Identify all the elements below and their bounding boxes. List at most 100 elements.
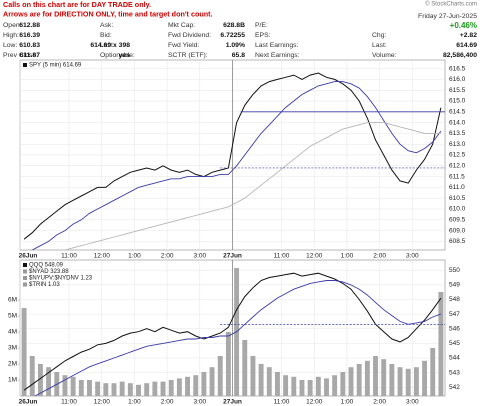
volume-bar (389, 364, 395, 396)
stat-label: Ask: (100, 22, 113, 29)
volume-bar (152, 381, 158, 396)
legend-text: SPY (5 min) 614.69 (29, 63, 82, 69)
y-tick-label: 612.5 (449, 152, 466, 159)
y-tick-label: 547 (449, 311, 460, 318)
volume-bar (250, 356, 256, 396)
volume-bar (225, 332, 231, 396)
y-tick-label: 616.5 (449, 65, 466, 72)
volume-bar (176, 378, 182, 396)
volume-bar (364, 360, 370, 396)
volume-bar (283, 375, 289, 396)
volume-bar (46, 367, 52, 396)
y-tick-label: 616.0 (449, 76, 466, 83)
volume-bar (136, 384, 141, 396)
legend-swatch (23, 263, 27, 267)
y-tick-label: 615.0 (449, 98, 466, 105)
volume-bar (111, 383, 117, 396)
x-tick-label: 3:00 (406, 399, 419, 406)
stat-value: 65.8 (232, 52, 245, 59)
volume-bar (381, 359, 387, 396)
volume-bar (332, 375, 338, 396)
y-tick-label: 614.0 (449, 119, 466, 126)
x-tick-label: 1:00 (128, 399, 141, 406)
stat-value: 611.87 (20, 52, 41, 59)
x-tick-label: 1:00 (341, 253, 354, 260)
volume-bar (373, 356, 378, 396)
y-tick-label: 550 (449, 267, 460, 274)
legend-text: QQQ 548.09 (29, 263, 64, 269)
legend-swatch (23, 63, 27, 67)
date: Friday 27-Jun-2025 (418, 13, 477, 20)
watermark: © StockCharts.com (425, 1, 477, 8)
y-tick-label: 546 (449, 325, 460, 332)
volume-bar (160, 381, 166, 396)
y-tick-label: 615.5 (449, 87, 466, 94)
x-tick-label: 2:00 (373, 399, 386, 406)
y-tick-label: 612.0 (449, 163, 466, 170)
x-tick-label: 3:00 (193, 399, 206, 406)
x-tick-label: 3:00 (406, 253, 419, 260)
y-tick-label: 610.5 (449, 195, 466, 202)
volume-bar (430, 348, 436, 396)
legend-text: $NYUPV:$NYDNV 1.23 (29, 276, 93, 282)
x-tick-label: 12:00 (306, 399, 323, 406)
y-tick-label: 549 (449, 282, 460, 289)
volume-bar (193, 375, 199, 396)
panel: 542 543 544 545 546 547 548 549 550 1M 2M 3M 4M 5M 6M 2… (8, 259, 460, 406)
volume-bar (324, 378, 329, 396)
stat-value: 1.09% (226, 42, 245, 49)
volume-bar (127, 383, 133, 396)
stat-value: +2.82 (460, 32, 477, 39)
y-tick-label: 608.5 (449, 238, 466, 245)
volume-bar (168, 380, 174, 396)
x-tick-label: 12:00 (94, 399, 111, 406)
stat-label: Last Earnings: (255, 42, 299, 49)
series-line (34, 280, 442, 396)
notice: Calls on this chart are for DAY TRADE on… (3, 0, 151, 9)
stat-value: 614.69 x 398 (90, 42, 130, 49)
x-tick-label: 11:00 (274, 253, 290, 260)
y-tick-label: 542 (449, 384, 460, 391)
volume-bar (201, 372, 207, 396)
legend-text: $TRIN 1.03 (29, 282, 60, 288)
stat-label: Last: (100, 42, 115, 49)
y-tick-label: 1M (8, 377, 17, 384)
stat-value: 6.72255 (220, 32, 245, 39)
x-tick-label: 3:00 (193, 253, 206, 260)
volume-bar (103, 383, 109, 396)
volume-bar (21, 308, 27, 396)
volume-bar (275, 372, 280, 396)
y-tick-label: 5M (8, 313, 17, 320)
volume-bar (348, 367, 354, 396)
volume-bar (315, 376, 321, 396)
volume-bar (299, 380, 305, 396)
volume-bar (258, 364, 264, 396)
x-tick-label: 1:00 (128, 253, 141, 260)
stat-label: Prev Close: (3, 52, 38, 59)
stat-label: Optionable: (100, 52, 135, 59)
volume-bar (144, 383, 150, 396)
stat-label: Volume: (372, 52, 397, 59)
x-tick-label: 2:00 (161, 253, 174, 260)
volume-bar (78, 380, 84, 396)
x-tick-label: 26Jun (19, 399, 38, 406)
volume-bar (62, 375, 68, 396)
stat-label: High: (3, 32, 19, 39)
x-tick-label: 27Jun (223, 399, 242, 406)
y-tick-label: 6M (8, 297, 17, 304)
y-tick-label: 613.0 (449, 141, 466, 148)
volume-bar (266, 367, 272, 396)
legend-text: $NYAD 323.88 (29, 269, 69, 275)
y-tick-label: 2M (8, 361, 17, 368)
x-tick-label: 12:00 (94, 253, 111, 260)
y-tick-label: 609.0 (449, 227, 466, 234)
volume-bar (70, 376, 76, 396)
stat-value: yes (119, 52, 131, 59)
volume-bar (356, 364, 362, 396)
volume-bar (87, 380, 92, 396)
volume-bar (307, 380, 313, 396)
volume-bar (242, 340, 248, 396)
x-tick-label: 12:00 (306, 253, 323, 260)
